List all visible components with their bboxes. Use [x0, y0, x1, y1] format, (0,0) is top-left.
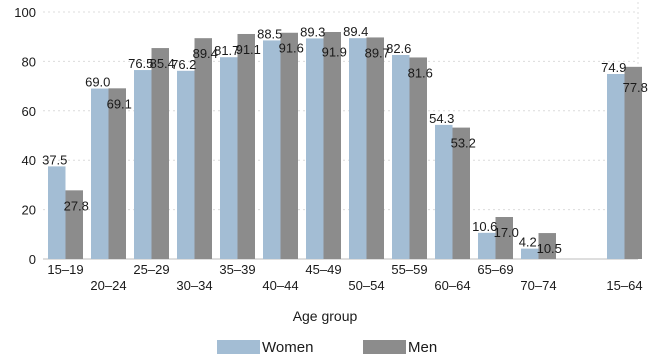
y-tick-label: 80 [22, 54, 36, 69]
bar-men [495, 217, 513, 259]
y-tick-label: 100 [14, 5, 36, 20]
bar-men [108, 88, 126, 259]
bar-women [478, 232, 496, 259]
data-label-men: 10.5 [537, 241, 562, 256]
y-axis-ticks: 0 20 40 60 80 100 [14, 5, 36, 267]
bar-men [65, 190, 83, 259]
data-label-men: 91.1 [236, 42, 261, 57]
legend-label-women: Women [262, 339, 313, 356]
x-tick-label: 35–39 [219, 262, 255, 277]
legend-label-men: Men [408, 339, 437, 356]
x-axis-ticks: 15–19 20–24 25–29 30–34 35–39 40–44 45–49 50–54… [47, 262, 642, 293]
data-label-men: 53.2 [451, 136, 476, 151]
x-tick-label: 45–49 [305, 262, 341, 277]
bar-men [624, 66, 642, 259]
data-label-women: 88.5 [257, 26, 282, 41]
data-label-women: 37.5 [42, 152, 67, 167]
bar-men [452, 127, 470, 259]
bars [48, 32, 642, 260]
bar-women [607, 73, 625, 259]
data-label-men: 27.8 [64, 198, 89, 213]
data-label-men: 81.6 [408, 65, 433, 80]
data-label-women: 76.5 [128, 56, 153, 71]
bar-women [48, 166, 66, 259]
bar-men [194, 38, 212, 259]
data-label-women: 54.3 [429, 111, 454, 126]
bar-men [151, 48, 169, 260]
data-label-women: 4.2 [519, 235, 537, 250]
y-tick-label: 60 [22, 104, 36, 119]
data-label-women: 89.3 [300, 24, 325, 39]
bar-men [237, 33, 255, 259]
data-labels: 37.527.869.069.176.585.476.289.481.791.1… [42, 24, 648, 256]
y-tick-label: 40 [22, 153, 36, 168]
data-label-women: 10.6 [472, 219, 497, 234]
x-tick-label: 70–74 [520, 278, 556, 293]
data-label-men: 69.1 [107, 96, 132, 111]
bar-men [538, 233, 556, 259]
bar-women [177, 70, 195, 259]
x-tick-label: 50–54 [348, 278, 384, 293]
bar-women [91, 88, 109, 259]
data-label-women: 76.2 [171, 57, 196, 72]
data-label-men: 89.4 [193, 46, 218, 61]
x-tick-label: 15–19 [47, 262, 83, 277]
bar-men [409, 57, 427, 260]
x-tick-label: 60–64 [434, 278, 470, 293]
x-axis-label: Age group [293, 308, 358, 324]
bar-women [306, 38, 324, 259]
data-label-men: 85.4 [150, 56, 175, 71]
data-label-women: 69.0 [85, 75, 110, 90]
legend-swatch-women [217, 340, 260, 354]
x-tick-label: 30–34 [176, 278, 212, 293]
x-tick-label: 65–69 [477, 262, 513, 277]
data-label-women: 82.6 [386, 41, 411, 56]
bar-men [280, 32, 298, 259]
x-tick-label: 15–64 [606, 278, 642, 293]
data-label-women: 74.9 [601, 60, 626, 75]
data-label-men: 91.9 [322, 44, 347, 59]
bar-men [366, 37, 384, 259]
x-tick-label: 25–29 [133, 262, 169, 277]
bar-men [323, 32, 341, 259]
y-tick-label: 20 [22, 203, 36, 218]
data-label-women: 89.4 [343, 24, 368, 39]
bar-women [134, 70, 152, 259]
data-label-men: 91.6 [279, 41, 304, 56]
data-label-men: 89.7 [365, 45, 390, 60]
legend-swatch-men [363, 340, 406, 354]
bar-women [263, 40, 281, 259]
bar-women [220, 57, 238, 259]
x-tick-label: 20–24 [90, 278, 126, 293]
bar-women [349, 38, 367, 259]
data-label-men: 77.8 [623, 80, 648, 95]
data-label-women: 81.7 [214, 43, 239, 58]
x-tick-label: 55–59 [391, 262, 427, 277]
x-tick-label: 40–44 [262, 278, 298, 293]
data-label-men: 17.0 [494, 225, 519, 240]
bar-women [521, 248, 539, 259]
legend: Women Men [217, 339, 437, 356]
y-tick-label: 0 [29, 252, 36, 267]
bar-women [435, 124, 453, 259]
bar-women [392, 54, 410, 260]
